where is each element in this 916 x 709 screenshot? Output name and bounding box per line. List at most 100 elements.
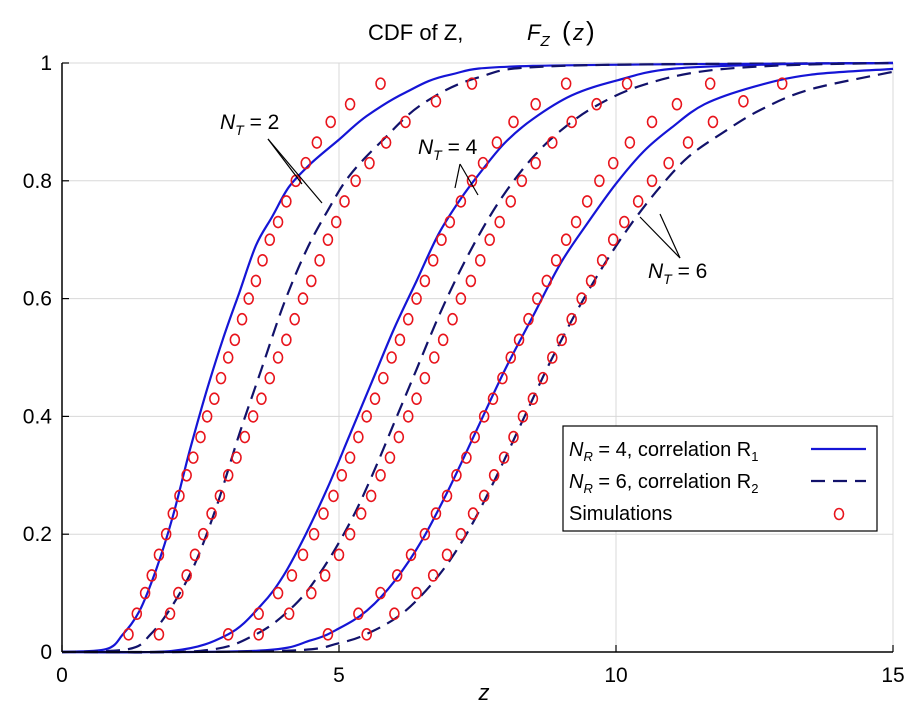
simulation-marker (491, 136, 503, 149)
simulation-marker (123, 628, 134, 641)
annotation-leader-line (459, 163, 479, 196)
y-tick-label: 0.8 (23, 170, 52, 193)
legend-box (562, 425, 878, 532)
simulation-marker (206, 507, 217, 520)
simulation-marker (427, 569, 439, 582)
simulation-marker (253, 607, 264, 621)
title-paren-close: ) (586, 16, 595, 46)
simulation-marker (344, 527, 356, 541)
simulation-marker (336, 468, 348, 482)
annotation-nt-label: NT = 6 (639, 213, 707, 287)
simulation-marker (257, 254, 268, 267)
series-line-solid (61, 67, 894, 654)
simulation-marker (253, 628, 264, 641)
simulation-marker (394, 333, 406, 347)
legend: NR = 4, correlation R1 NR = 6, correlatio… (562, 425, 878, 532)
y-tick-label: 0.6 (23, 288, 52, 311)
simulation-marker (305, 586, 317, 600)
simulation-marker (550, 254, 562, 267)
simulation-marker (527, 392, 539, 406)
simulation-marker (419, 527, 431, 541)
simulation-marker (671, 97, 683, 111)
series-line-dashed (61, 61, 894, 654)
plot-markers (123, 77, 788, 641)
simulation-marker (441, 489, 453, 503)
simulation-marker (488, 468, 500, 482)
annotation-leader-line (659, 213, 681, 259)
axes (61, 62, 894, 653)
simulation-marker (330, 215, 342, 229)
simulation-marker (319, 569, 331, 582)
simulation-marker (469, 430, 481, 444)
simulation-marker (325, 115, 336, 129)
simulation-marker (264, 233, 276, 246)
simulation-marker (353, 430, 364, 444)
simulation-marker (375, 468, 386, 482)
simulation-marker (478, 489, 490, 503)
simulation-marker (419, 371, 431, 385)
title-math-arg: z (572, 20, 584, 45)
simulation-marker (297, 548, 309, 562)
simulation-marker (250, 274, 262, 288)
y-tick-label: 1 (40, 52, 52, 75)
simulation-marker (556, 333, 568, 347)
series-line-dashed (61, 70, 894, 654)
simulation-marker (682, 136, 694, 149)
simulation-marker (300, 156, 312, 170)
simulation-marker (474, 254, 486, 267)
simulation-marker (272, 351, 284, 364)
simulation-marker (318, 507, 329, 520)
simulation-marker (222, 468, 234, 482)
simulation-marker (375, 586, 386, 600)
simulation-marker (231, 451, 242, 464)
simulation-marker (738, 94, 749, 108)
simulation-marker (239, 430, 251, 444)
series-line-solid (61, 61, 894, 654)
simulation-marker (411, 392, 422, 406)
plot-lines (61, 61, 894, 654)
simulation-marker (308, 527, 320, 541)
simulation-marker (256, 392, 267, 406)
simulation-marker (160, 527, 172, 541)
simulation-marker (619, 215, 630, 229)
simulation-marker (322, 628, 334, 641)
simulation-marker (222, 628, 234, 641)
simulation-marker (272, 586, 284, 600)
simulation-marker (621, 77, 633, 90)
simulation-marker (505, 351, 517, 364)
simulation-marker (494, 215, 505, 229)
y-tick-label: 0 (40, 641, 52, 664)
simulation-marker (209, 392, 220, 406)
simulation-marker (427, 254, 439, 267)
simulation-marker (411, 292, 422, 305)
simulation-marker (222, 351, 234, 364)
simulation-marker (229, 333, 241, 347)
simulation-marker (430, 507, 442, 520)
simulation-marker (215, 371, 227, 385)
simulation-marker (508, 115, 519, 129)
annotation-nt-label: NT = 2 (220, 111, 323, 204)
simulation-marker (389, 607, 400, 621)
simulation-marker (513, 333, 525, 347)
simulation-marker (391, 569, 403, 582)
simulation-marker (467, 507, 479, 520)
annotation-leader-line (267, 138, 323, 204)
simulation-marker (297, 292, 309, 305)
simulation-marker (466, 174, 478, 188)
simulation-marker (378, 371, 389, 385)
simulation-marker (384, 451, 396, 464)
simulation-marker (402, 312, 414, 326)
simulation-marker (333, 548, 345, 562)
simulation-marker (466, 77, 478, 90)
simulation-marker (523, 312, 534, 326)
simulation-marker (576, 292, 587, 305)
simulation-marker (646, 115, 658, 129)
simulation-marker (560, 233, 572, 246)
x-axis-label: z (478, 680, 490, 705)
simulation-marker (380, 136, 392, 149)
simulation-marker (455, 527, 467, 541)
simulation-marker (164, 607, 176, 621)
simulation-marker (581, 195, 593, 208)
simulation-marker (596, 254, 608, 267)
